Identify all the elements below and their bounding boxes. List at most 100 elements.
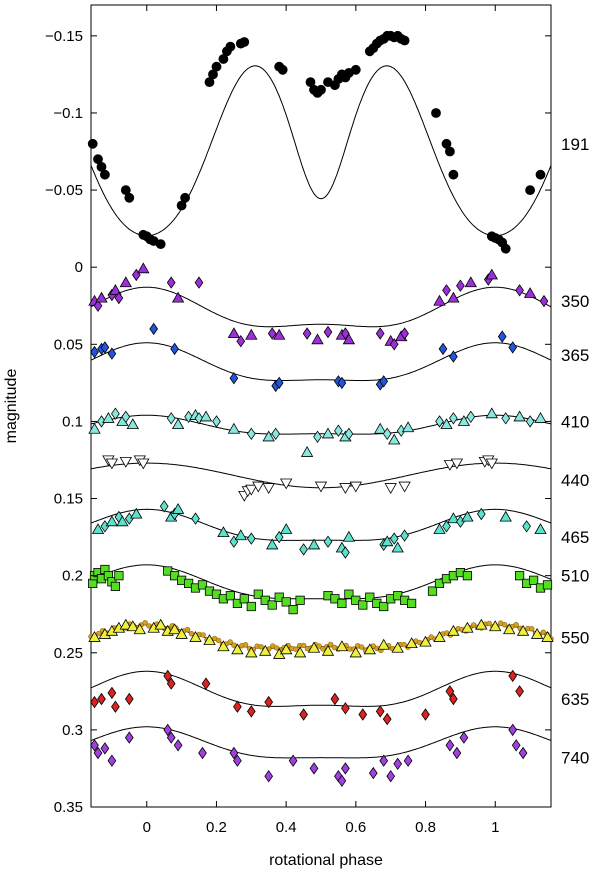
- point-635: [166, 677, 176, 690]
- point-635: [246, 705, 256, 718]
- plot-frame: [90, 4, 552, 808]
- point-510: [529, 575, 539, 585]
- y-axis-label: magnitude: [3, 369, 20, 444]
- overlay-point-550: [95, 630, 102, 637]
- overlay-point-550: [142, 620, 148, 626]
- series-label-365: 365: [561, 346, 589, 365]
- point-510: [281, 597, 291, 607]
- point-510: [260, 595, 270, 605]
- series-label-465: 465: [561, 528, 589, 547]
- point-465: [381, 535, 394, 547]
- point-465: [499, 510, 512, 522]
- point-740: [508, 723, 518, 737]
- point-635: [111, 700, 120, 713]
- series-label-410: 410: [561, 412, 589, 431]
- point-740: [166, 731, 176, 744]
- point-510: [239, 594, 249, 604]
- point-365: [170, 342, 179, 356]
- point-465: [124, 512, 134, 525]
- point-740: [379, 754, 389, 767]
- point-465: [171, 502, 185, 514]
- point-465: [389, 532, 399, 545]
- point-510: [253, 589, 263, 599]
- point-465: [342, 530, 356, 542]
- point-191: [225, 41, 236, 52]
- point-350: [464, 276, 477, 288]
- point-350: [311, 333, 324, 345]
- point-635: [449, 692, 458, 706]
- point-440: [450, 458, 464, 470]
- point-191: [87, 138, 98, 149]
- point-191: [431, 108, 441, 118]
- point-740: [368, 766, 378, 780]
- point-635: [358, 708, 368, 721]
- point-410: [382, 427, 392, 440]
- x-axis: 0 0.2 0.4 0.6 0.8 1: [143, 5, 499, 836]
- point-410: [466, 410, 476, 423]
- point-550: [363, 643, 376, 655]
- overlay-point-550: [273, 645, 280, 651]
- x-tick-label: 1: [491, 819, 499, 836]
- point-410: [457, 415, 471, 426]
- point-350: [523, 287, 537, 298]
- point-191: [535, 169, 546, 180]
- overlay-point-550: [184, 626, 191, 633]
- point-510: [232, 598, 242, 609]
- point-510: [542, 580, 553, 590]
- curve-191: [90, 65, 552, 237]
- data-points: [87, 30, 554, 787]
- point-350: [456, 279, 465, 292]
- point-740: [198, 746, 207, 760]
- point-365: [379, 375, 389, 388]
- point-740: [341, 762, 350, 775]
- y-tick-label: −0.1: [53, 105, 83, 122]
- point-350: [539, 294, 549, 308]
- overlay-point-550: [258, 644, 264, 650]
- point-550: [405, 637, 418, 649]
- point-550: [461, 621, 474, 633]
- point-635: [382, 712, 392, 726]
- overlay-point-550: [501, 621, 508, 628]
- point-410: [313, 430, 322, 443]
- point-510: [274, 592, 284, 602]
- point-350: [485, 268, 498, 280]
- point-191: [277, 64, 288, 75]
- point-410: [171, 418, 185, 430]
- overlay-point-550: [242, 642, 249, 648]
- point-410: [344, 427, 354, 440]
- point-740: [288, 754, 298, 767]
- point-465: [274, 530, 284, 544]
- point-410: [401, 421, 415, 433]
- point-550: [516, 624, 530, 636]
- point-465: [522, 520, 531, 533]
- point-350: [323, 325, 333, 339]
- point-350: [447, 291, 460, 303]
- point-550: [126, 620, 139, 632]
- y-tick-label: 0.15: [54, 491, 83, 508]
- point-365: [90, 345, 99, 359]
- point-365: [497, 330, 507, 343]
- point-410: [334, 424, 343, 437]
- overlay-point-550: [528, 626, 535, 632]
- point-350: [194, 276, 204, 289]
- point-191: [180, 192, 191, 203]
- point-465: [476, 507, 486, 521]
- point-191: [444, 146, 455, 157]
- point-550: [133, 623, 146, 635]
- point-191: [211, 61, 222, 72]
- point-410: [262, 430, 275, 442]
- point-440: [252, 481, 265, 493]
- point-365: [438, 342, 448, 356]
- point-410: [435, 415, 444, 428]
- point-350: [166, 276, 176, 289]
- overlay-point-550: [215, 637, 222, 644]
- series-label-440: 440: [561, 471, 589, 490]
- point-350: [442, 284, 451, 297]
- point-410: [449, 412, 458, 425]
- point-740: [124, 731, 134, 744]
- point-510: [515, 571, 525, 581]
- point-191: [525, 185, 535, 196]
- point-510: [337, 598, 347, 609]
- point-465: [100, 520, 110, 533]
- overlay-point-550: [293, 646, 299, 652]
